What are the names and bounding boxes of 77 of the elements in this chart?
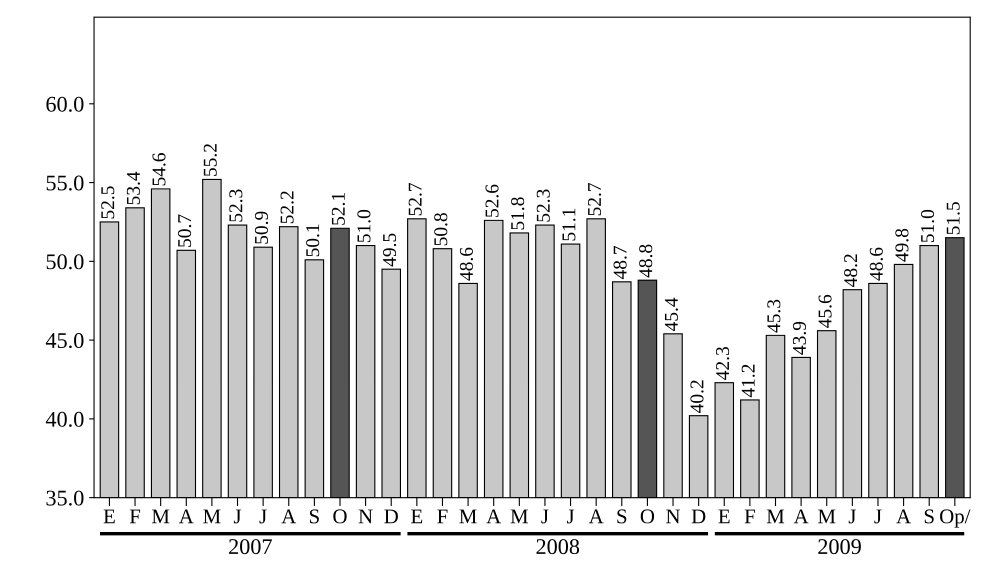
x-tick-label: A bbox=[178, 509, 194, 524]
data-label: 51.5 bbox=[946, 202, 960, 234]
data-label: 45.3 bbox=[767, 300, 780, 333]
x-tick-label: J bbox=[260, 510, 267, 524]
data-label: 48.6 bbox=[460, 248, 474, 281]
y-tick-label: 55.0 bbox=[46, 176, 84, 191]
data-label: 50.8 bbox=[434, 213, 448, 246]
x-tick-label: J bbox=[541, 510, 549, 524]
text: 2009 bbox=[818, 539, 861, 554]
data-label: 52.5 bbox=[101, 186, 114, 218]
data-label: 52.7 bbox=[588, 182, 602, 216]
x-tick-label: A bbox=[588, 509, 604, 524]
x-tick-label: A bbox=[486, 509, 502, 524]
x-tick-label: M bbox=[766, 510, 784, 524]
x-tick-label: Op/ bbox=[940, 509, 970, 528]
x-tick-label: A bbox=[794, 509, 808, 524]
x-tick-label: O bbox=[333, 509, 347, 524]
data-label: 52.6 bbox=[485, 184, 499, 217]
x-tick-label: E bbox=[104, 510, 115, 524]
data-label: 48.8 bbox=[639, 244, 652, 278]
x-tick-label: S bbox=[924, 509, 934, 524]
data-label: 51.0 bbox=[357, 210, 371, 242]
x-tick-label: J bbox=[848, 510, 856, 524]
x-tick-label: D bbox=[692, 510, 706, 524]
data-label: 53.4 bbox=[126, 172, 140, 204]
data-label: 45.4 bbox=[664, 298, 678, 332]
data-label: 45.6 bbox=[818, 294, 832, 328]
data-label: 50.9 bbox=[254, 212, 268, 244]
data-label: 54.6 bbox=[152, 153, 166, 186]
x-tick-label: J bbox=[234, 510, 242, 524]
data-label: 50.1 bbox=[306, 224, 320, 256]
x-tick-label: N bbox=[666, 510, 680, 524]
x-tick-label: E bbox=[411, 510, 422, 524]
x-tick-label: M bbox=[818, 510, 836, 524]
x-tick-label: J bbox=[566, 510, 574, 524]
data-label: 42.3 bbox=[716, 347, 730, 380]
y-tick-label: 50.0 bbox=[46, 254, 84, 270]
x-tick-label: A bbox=[896, 509, 911, 524]
y-tick-label: 60.0 bbox=[46, 96, 84, 112]
x-tick-label: J bbox=[874, 510, 882, 524]
data-label: 51.8 bbox=[511, 197, 524, 230]
data-label: 48.2 bbox=[844, 254, 858, 287]
x-tick-label: A bbox=[281, 509, 296, 524]
text: 2007 bbox=[229, 539, 272, 554]
data-label: 55.2 bbox=[204, 144, 217, 176]
data-label: 49.5 bbox=[383, 234, 396, 266]
x-tick-label: M bbox=[510, 510, 528, 524]
x-tick-label: E bbox=[718, 510, 730, 524]
data-label: 52.3 bbox=[536, 189, 550, 222]
data-label: 49.8 bbox=[895, 228, 909, 262]
text: 2008 bbox=[536, 539, 580, 554]
data-label: 52.2 bbox=[280, 191, 294, 224]
x-tick-label: S bbox=[617, 509, 626, 524]
x-tick-label: M bbox=[152, 510, 170, 524]
data-label: 51.1 bbox=[562, 208, 576, 241]
data-label: 52.1 bbox=[332, 193, 345, 225]
x-tick-label: N bbox=[358, 510, 373, 524]
y-tick-label: 45.0 bbox=[46, 333, 84, 348]
x-tick-label: M bbox=[203, 510, 221, 524]
data-label: 48.6 bbox=[870, 248, 883, 281]
x-tick-label: D bbox=[384, 510, 398, 524]
x-tick-label: F bbox=[130, 510, 140, 524]
y-tick-label: 35.0 bbox=[46, 490, 84, 506]
data-label: 50.7 bbox=[178, 214, 192, 247]
data-label: 43.9 bbox=[792, 322, 806, 355]
data-label: 51.0 bbox=[920, 210, 934, 242]
y-tick-label: 40.0 bbox=[46, 412, 84, 427]
x-tick-label: S bbox=[310, 509, 319, 524]
data-label: 41.2 bbox=[742, 364, 755, 398]
x-tick-label: F bbox=[744, 510, 755, 524]
data-label: 48.7 bbox=[614, 246, 627, 280]
data-label: 40.2 bbox=[690, 380, 704, 413]
x-tick-label: F bbox=[437, 510, 448, 524]
data-label: 52.3 bbox=[229, 189, 242, 222]
x-tick-label: O bbox=[640, 509, 654, 524]
x-tick-label: M bbox=[459, 510, 477, 524]
data-label: 52.7 bbox=[408, 182, 422, 216]
